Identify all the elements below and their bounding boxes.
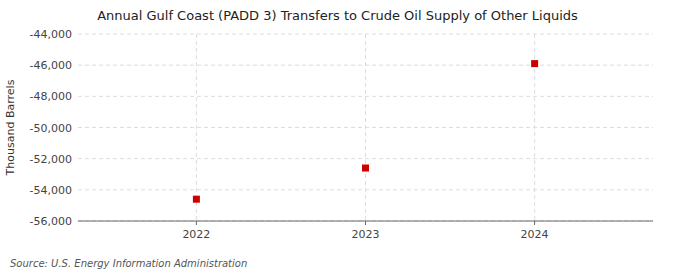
x-tick-label: 2023 — [352, 228, 380, 241]
axes: -44,000 -46,000 -48,000 -50,000 -52,000 -54,0… — [30, 28, 653, 241]
title: Annual Gulf Coast (PADD 3) Transfers to … — [97, 8, 578, 23]
points — [193, 60, 538, 203]
point — [193, 196, 200, 203]
x-tick-mark — [196, 221, 197, 225]
x-tick-mark — [534, 221, 535, 225]
y-tick-label: -46,000 — [30, 59, 72, 72]
page: {"chart_data": {"type": "scatter", "titl… — [0, 0, 675, 275]
x-grid-line — [196, 34, 197, 221]
y-grid-line — [78, 96, 653, 97]
y-tick-label: -56,000 — [30, 215, 72, 228]
point — [531, 60, 538, 67]
chart: Annual Gulf Coast (PADD 3) Transfers to … — [0, 0, 675, 275]
y-tick-label: -48,000 — [30, 90, 72, 103]
y-grid-line — [78, 221, 653, 222]
x-grid-line — [365, 34, 366, 221]
y-axis-label: Thousand Barrels — [4, 79, 17, 176]
y-tick-label: -50,000 — [30, 122, 72, 135]
y-tick-label: -54,000 — [30, 184, 72, 197]
x-tick-label: 2022 — [182, 228, 210, 241]
point — [362, 165, 369, 172]
y-tick-label: -52,000 — [30, 153, 72, 166]
source-note: Source: U.S. Energy Information Administ… — [10, 258, 247, 269]
y-tick-label: -44,000 — [30, 28, 72, 41]
x-axis-line — [78, 221, 653, 222]
x-tick-label: 2024 — [521, 228, 549, 241]
x-tick-mark — [365, 221, 366, 225]
grid — [78, 34, 653, 221]
chart-container: Annual Gulf Coast (PADD 3) Transfers to … — [0, 0, 675, 275]
y-grid-line — [78, 158, 653, 159]
